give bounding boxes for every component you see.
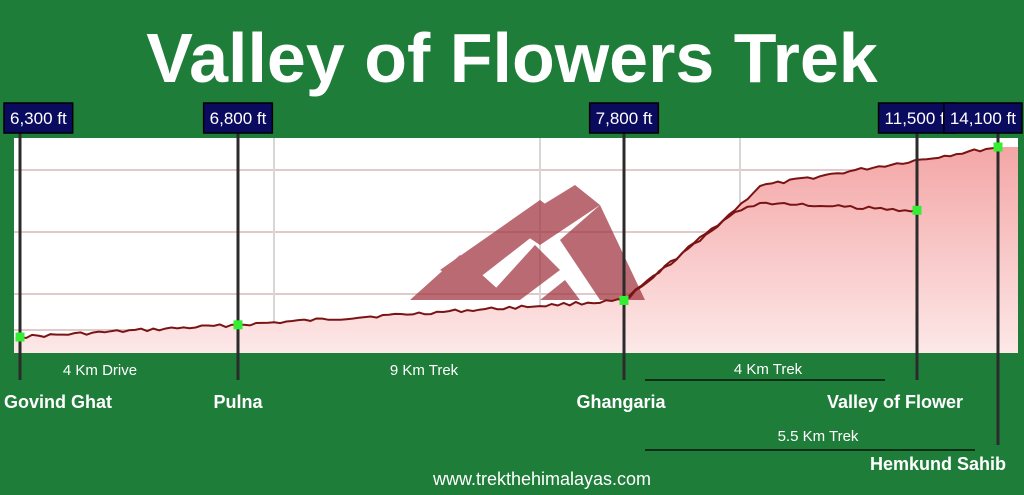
- logo-shape: [510, 185, 600, 245]
- waypoint-marker: [233, 320, 243, 330]
- chart-title: Valley of Flowers Trek: [146, 19, 878, 97]
- series-line-main: [19, 146, 999, 340]
- logo-shape: [540, 280, 580, 300]
- segment-label: 5.5 Km Trek: [778, 428, 859, 445]
- altitude-label: 6,300 ft: [3, 102, 74, 134]
- svg-text:7,800 ft: 7,800 ft: [596, 109, 653, 128]
- segment-labels: 4 Km Drive 9 Km Trek 4 Km Trek 5.5 Km Trek: [63, 361, 975, 451]
- place-label: Pulna: [213, 392, 263, 412]
- place-label: Ghangaria: [576, 392, 666, 412]
- svg-text:6,800 ft: 6,800 ft: [210, 109, 267, 128]
- place-labels: Govind Ghat Pulna Ghangaria Valley of Flowe…: [4, 392, 1006, 474]
- waypoint-markers: [15, 142, 1003, 342]
- svg-text:6,300 ft: 6,300 ft: [10, 109, 67, 128]
- logo-shape: [485, 245, 560, 300]
- place-label: Govind Ghat: [4, 392, 112, 412]
- altitude-label: 14,100 ft: [943, 102, 1023, 134]
- website-footer: www.trekthehimalayas.com: [432, 469, 651, 489]
- svg-text:14,100 ft: 14,100 ft: [950, 109, 1016, 128]
- place-label: Valley of Flower: [827, 392, 963, 412]
- segment-label: 4 Km Trek: [734, 361, 803, 378]
- altitude-label: 6,800 ft: [202, 102, 274, 134]
- altitude-label: 11,500 ft: [877, 102, 957, 134]
- elevation-area: [14, 146, 1018, 353]
- company-logo: [410, 185, 645, 300]
- waypoint-marker: [619, 295, 629, 305]
- segment-label: 4 Km Drive: [63, 362, 137, 379]
- waypoint-marker: [15, 332, 25, 342]
- altitude-labels: 6,300 ft 6,800 ft 7,800 ft 11,500 ft 14,100 …: [3, 102, 1023, 134]
- waypoint-marker: [912, 205, 922, 215]
- series-line-valley: [623, 201, 918, 302]
- waypoint-lines: [18, 124, 1000, 445]
- place-label: Hemkund Sahib: [870, 454, 1006, 474]
- svg-text:11,500 ft: 11,500 ft: [885, 109, 950, 128]
- segment-label: 9 Km Trek: [390, 362, 459, 379]
- altitude-label: 7,800 ft: [588, 102, 660, 134]
- waypoint-marker: [993, 142, 1003, 152]
